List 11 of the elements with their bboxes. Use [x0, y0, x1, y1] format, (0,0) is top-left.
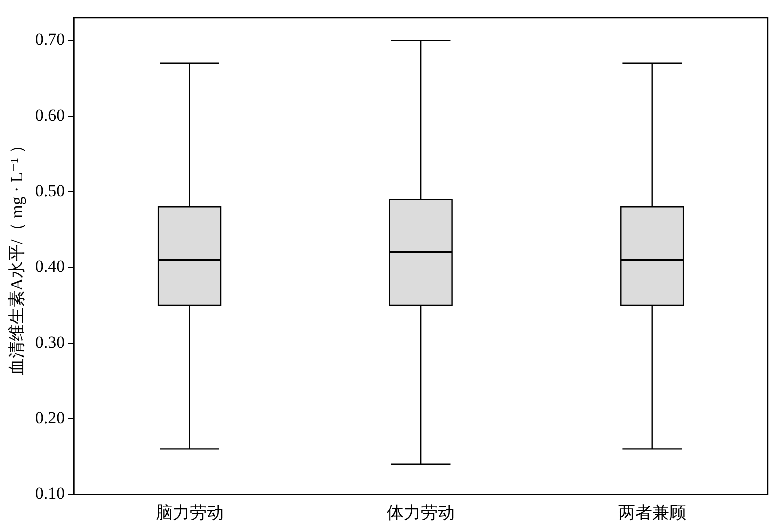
x-tick-label: 脑力劳动 — [156, 503, 224, 522]
y-tick-label: 0.60 — [35, 106, 66, 125]
y-tick-label: 0.70 — [35, 30, 66, 50]
y-axis-title: 血清维生素A水平/（ mg · L⁻¹ ） — [8, 136, 27, 376]
y-tick-label: 0.10 — [35, 484, 66, 504]
y-tick-label: 0.50 — [35, 181, 66, 200]
x-tick-label: 两者兼顾 — [618, 503, 686, 522]
y-tick-label: 0.20 — [35, 408, 66, 428]
y-tick-label: 0.40 — [35, 257, 66, 276]
x-tick-label: 体力劳动 — [387, 503, 456, 522]
y-tick-label: 0.30 — [35, 332, 66, 352]
